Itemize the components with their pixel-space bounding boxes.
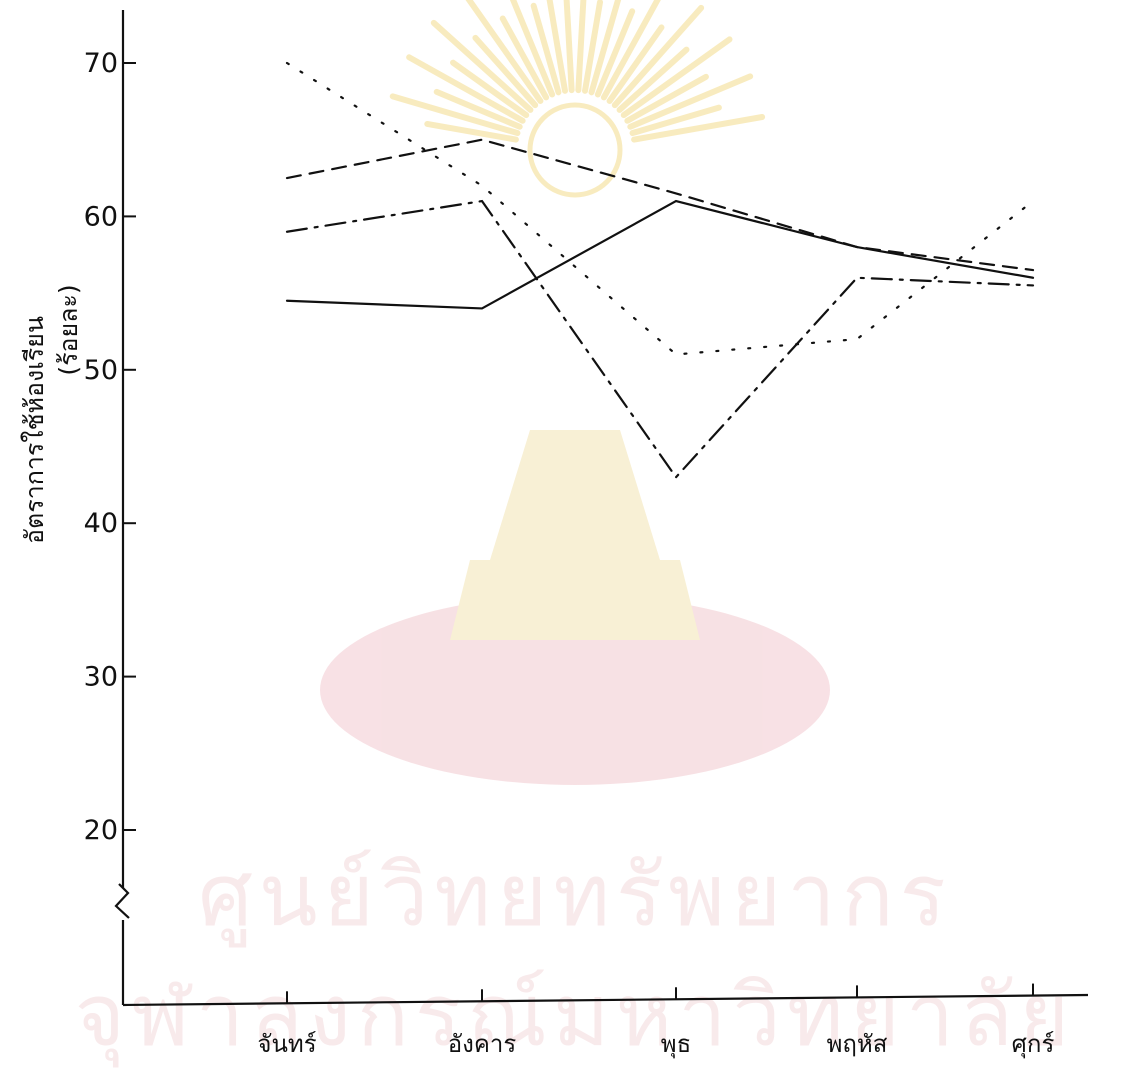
y-tick-label: 20	[84, 815, 118, 846]
y-ticks: 20 30 40 50 60 70	[84, 48, 136, 846]
y-tick-label: 30	[84, 662, 118, 693]
emblem-ray	[588, 0, 622, 96]
series-line-dashed	[285, 138, 1035, 272]
emblem-ray	[433, 88, 523, 130]
emblem-ray	[611, 4, 705, 109]
y-axis-title-line-2: (ร้อยละ)	[54, 284, 83, 375]
x-tick-label: จันทร์	[257, 1030, 316, 1058]
emblem-ray	[406, 54, 526, 124]
y-axis-unit: (ร้อยละ)	[54, 284, 83, 375]
university-emblem-watermark: ศูนย์วิทยทรัพยากร จุฬาลงกรณ์มหาวิทยาลัย	[75, 0, 1076, 1068]
watermark-line-1: ศูนย์วิทยทรัพยากร	[198, 846, 952, 948]
x-ticks: จันทร์ อังคาร พุธ พฤหัส ศุกร์	[257, 983, 1055, 1059]
emblem-ray	[499, 15, 550, 101]
emblem-ray	[629, 104, 722, 137]
series-group	[285, 61, 1035, 479]
emblem-ray	[509, 0, 556, 98]
emblem-ray	[430, 19, 534, 113]
emblem-ray	[450, 59, 530, 119]
emblem-ray	[606, 24, 665, 104]
x-tick-label: อังคาร	[448, 1030, 517, 1058]
y-axis-title: อัตราการใช้ห้องเรียน	[20, 316, 49, 544]
emblem-ray	[594, 8, 636, 98]
y-axis-title-line-1: อัตราการใช้ห้องเรียน	[20, 316, 49, 544]
axis-break-mark	[114, 883, 130, 919]
emblem-ray	[472, 34, 539, 109]
emblem-ray	[563, 0, 575, 94]
emblem-ray	[582, 0, 604, 94]
emblem-ray	[620, 36, 733, 119]
x-axis	[122, 993, 1089, 1007]
y-tick-label: 70	[84, 48, 118, 79]
emblem-ray	[546, 0, 568, 94]
emblem-ray	[575, 0, 587, 94]
watermark-line-2: จุฬาลงกรณ์มหาวิทยาลัย	[75, 966, 1076, 1068]
emblem-ray	[530, 2, 562, 96]
emblem-ray	[631, 114, 766, 143]
emblem-ray	[465, 0, 544, 104]
y-tick-label: 40	[84, 508, 118, 539]
emblem-ray	[624, 73, 709, 124]
y-tick-label: 50	[84, 355, 118, 386]
emblem-ray	[424, 120, 519, 143]
emblem-ray	[389, 93, 521, 137]
x-tick-label: พุธ	[661, 1030, 691, 1059]
x-tick-label: พฤหัส	[827, 1030, 888, 1058]
emblem-ray	[600, 0, 661, 101]
y-tick-label: 60	[84, 201, 118, 232]
emblem-ray	[616, 46, 690, 113]
x-tick-label: ศุกร์	[1012, 1030, 1055, 1059]
emblem-ray	[627, 73, 754, 130]
